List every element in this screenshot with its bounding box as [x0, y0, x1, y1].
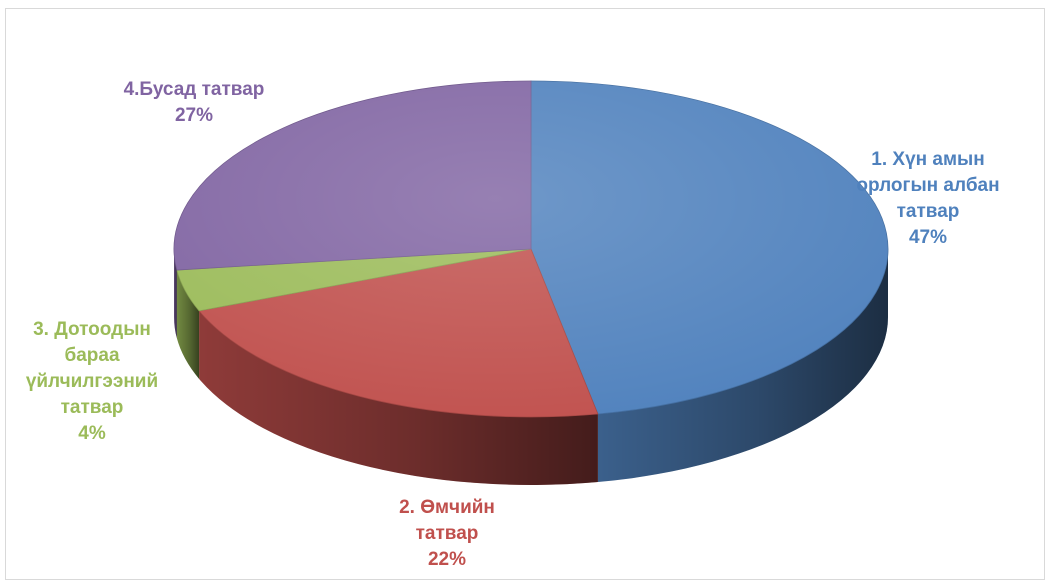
slice-4-value-label: 27% — [175, 105, 213, 126]
slice-3-label-line: 3. Дотоодын — [33, 319, 151, 340]
slice-2-label: 2. Өмчийн татвар 22% — [399, 497, 495, 570]
slice-3-label: 3. Дотоодын бараа үйлчилгээний татвар 4% — [26, 319, 158, 444]
pie-sides — [174, 249, 888, 485]
slice-4-side-shading — [174, 249, 177, 339]
slice-1-label-line: 1. Хүн амын — [871, 149, 984, 170]
slice-2-label-line: 2. Өмчийн — [399, 497, 495, 518]
slice-3-label-line: бараа — [64, 345, 119, 366]
pie-chart: 1. Хүн амын орлогын албан татвар 47% 2. Өмчи… — [26, 79, 1000, 570]
chart-frame: 1. Хүн амын орлогын албан татвар 47% 2. Өмчи… — [5, 8, 1045, 580]
slice-2-label-line: татвар — [416, 523, 479, 544]
slice-2-side-shading — [199, 310, 598, 485]
slice-1-value-label: 47% — [909, 227, 947, 248]
slice-2-value-label: 22% — [428, 549, 466, 570]
slice-1-side-shading — [597, 249, 888, 483]
slice-3-label-line: татвар — [61, 397, 124, 418]
slice-3-value-label: 4% — [78, 423, 106, 444]
slice-1-label-line: татвар — [897, 201, 960, 222]
slice-3-label-line: үйлчилгээний — [26, 371, 158, 392]
slice-3-side-shading — [176, 270, 200, 379]
pie-tops — [173, 80, 889, 418]
pie-labels: 1. Хүн амын орлогын албан татвар 47% 2. Өмчи… — [26, 79, 1000, 570]
slice-4-label-line: 4.Бусад татвар — [124, 79, 265, 100]
slice-4-label: 4.Бусад татвар 27% — [124, 79, 265, 126]
slice-1-label-line: орлогын албан — [856, 175, 999, 196]
pie-top-highlight — [174, 81, 888, 417]
slice-1-label: 1. Хүн амын орлогын албан татвар 47% — [856, 149, 999, 248]
